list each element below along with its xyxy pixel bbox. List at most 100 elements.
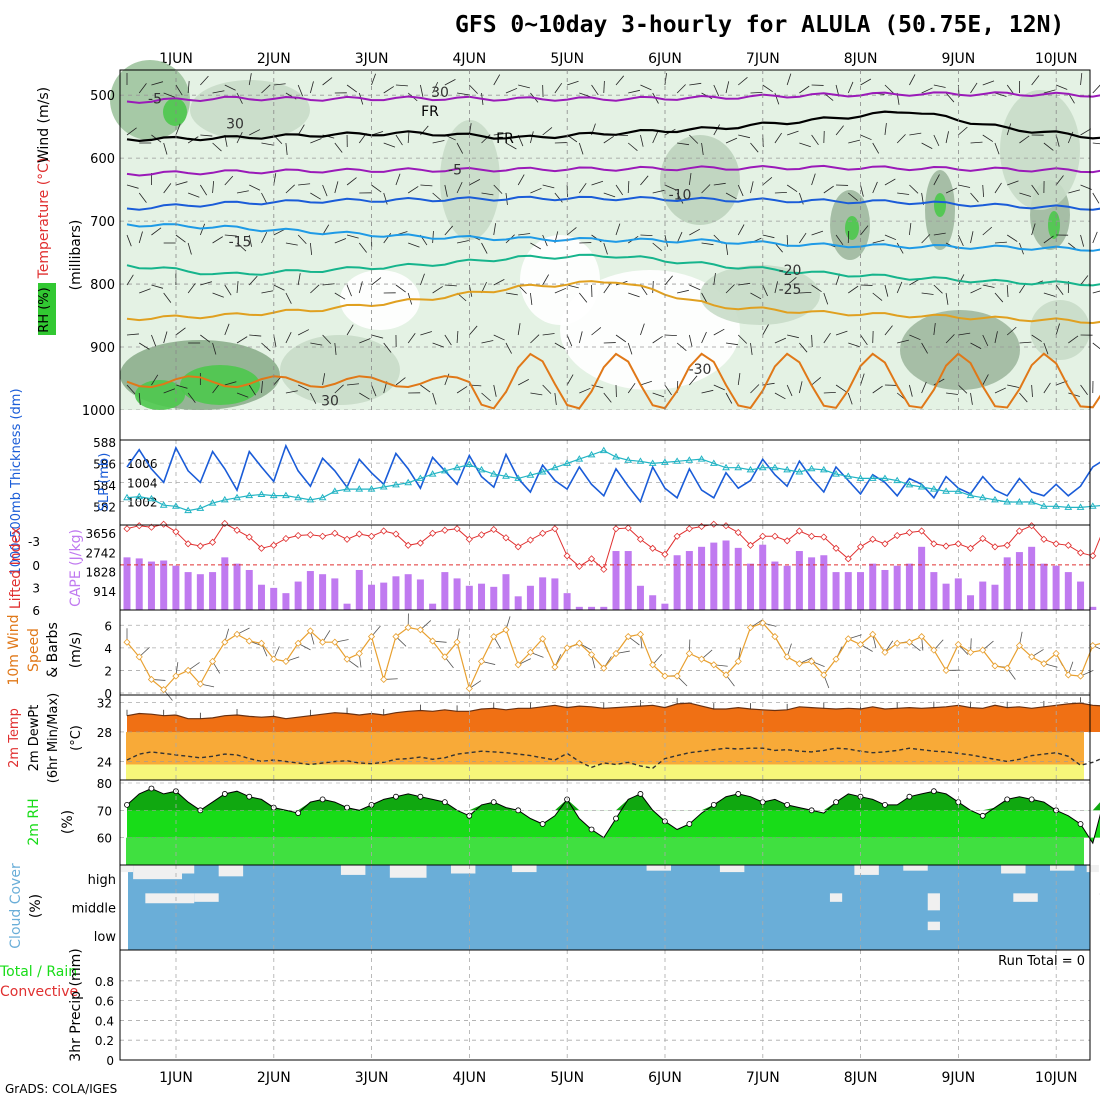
- wind-barb: [957, 274, 965, 286]
- thickness-point: [661, 458, 669, 465]
- cloud-gap: [120, 865, 134, 873]
- wind-barb: [664, 73, 667, 86]
- cape-bar: [918, 546, 926, 610]
- wind-barb: [248, 275, 258, 286]
- wind-barb: [946, 392, 959, 395]
- cape-bar: [1028, 546, 1036, 610]
- cape-bar: [184, 572, 192, 610]
- wind-speed-point: [1089, 642, 1097, 650]
- cloud-gap: [927, 893, 940, 911]
- wind-barb: [884, 123, 887, 136]
- wind-barb: [261, 342, 271, 352]
- li-point: [734, 528, 742, 537]
- wind-barb: [163, 292, 172, 303]
- wind-barb: [395, 134, 403, 146]
- wind-barb: [628, 89, 641, 94]
- li-point: [294, 531, 302, 540]
- wind-barb: [138, 192, 147, 203]
- thickness-point: [648, 459, 657, 466]
- thickness-point: [208, 499, 217, 506]
- wind-barb: [848, 342, 860, 348]
- wind-barb: [970, 82, 978, 94]
- wind-barb: [285, 292, 292, 304]
- li-point: [1089, 552, 1097, 560]
- wind-barb: [542, 384, 552, 394]
- thickness-point: [196, 504, 205, 511]
- wind-barb: [383, 86, 395, 94]
- wind-barb: [530, 392, 543, 396]
- wind-barb: [517, 323, 521, 336]
- wind-barb: [1043, 342, 1049, 355]
- isotherm-label: -30: [689, 362, 712, 378]
- wind-barb: [579, 292, 588, 303]
- rh-point: [613, 815, 619, 822]
- wind-barb: [383, 342, 392, 353]
- wind-barb: [1080, 384, 1088, 395]
- wind-barb: [420, 331, 432, 336]
- wind-barb: [627, 342, 633, 355]
- isotherm-label: 30: [321, 394, 339, 410]
- cape-bar: [734, 547, 742, 610]
- cape-bar: [429, 603, 437, 610]
- wind-barb: [970, 141, 983, 144]
- wind-barb: [395, 284, 406, 293]
- rh-point: [124, 801, 130, 808]
- thickness-point: [269, 491, 278, 499]
- wind-barb: [297, 84, 304, 97]
- li-point: [135, 522, 143, 530]
- wind-barb: [322, 283, 335, 286]
- wind-barb: [297, 124, 305, 136]
- wind-barb: [860, 134, 872, 141]
- wind-barb: [750, 342, 753, 355]
- wind-barb: [982, 80, 995, 86]
- wind-barb: [933, 323, 936, 336]
- wind-barb: [640, 84, 652, 91]
- thickness-point: [942, 487, 950, 494]
- rh-shade: [1048, 211, 1060, 239]
- wind-speed-point: [502, 626, 510, 634]
- wind-barb: [322, 77, 333, 86]
- rh-shade: [280, 335, 400, 405]
- slp-axis-label: SLP (mb): [97, 453, 112, 512]
- cape-bar: [368, 584, 375, 610]
- wind-barb: [848, 139, 861, 144]
- wind-barb: [909, 132, 922, 136]
- wind-barb: [334, 142, 343, 153]
- wind-barb: [787, 130, 799, 136]
- date-top-label: 3JUN: [355, 51, 389, 67]
- cloud-gap: [389, 865, 427, 878]
- wind-barb: [309, 242, 313, 255]
- wind-barb: [725, 81, 730, 94]
- wind-barb: [640, 323, 645, 336]
- cape-bar: [661, 603, 669, 610]
- cape-bar: [123, 557, 131, 610]
- wind10m-axis-label-3: & Barbs: [45, 622, 61, 678]
- wind-barb: [151, 374, 159, 386]
- thickness-point: [771, 463, 779, 471]
- cape-bar: [380, 582, 388, 610]
- wind-barb: [725, 192, 737, 200]
- li-point: [551, 525, 559, 533]
- wind-speed-point: [160, 686, 168, 694]
- rh-shade: [700, 265, 820, 325]
- wind-barb: [310, 284, 320, 294]
- thickness-point: [282, 491, 290, 499]
- wind-barb: [1092, 192, 1100, 204]
- wind-barb: [884, 325, 893, 336]
- rh2m-axis-label: 2m RH: [26, 798, 42, 845]
- cape-bar: [832, 572, 840, 610]
- li-point: [184, 540, 192, 548]
- wind-barb: [432, 192, 442, 202]
- wind-barb: [835, 125, 844, 136]
- li-point: [1015, 527, 1023, 535]
- thickness-line: [126, 449, 1100, 512]
- wind-barb: [1007, 384, 1020, 388]
- wind-barb: [909, 334, 921, 341]
- wind-barb: [236, 336, 248, 344]
- wind-barb: [248, 73, 252, 86]
- wind-barb: [530, 131, 534, 144]
- wind-barb: [958, 332, 971, 336]
- isotherm-line: [126, 91, 1100, 104]
- wind-barb: [187, 392, 196, 403]
- wind-speed-point: [685, 649, 693, 658]
